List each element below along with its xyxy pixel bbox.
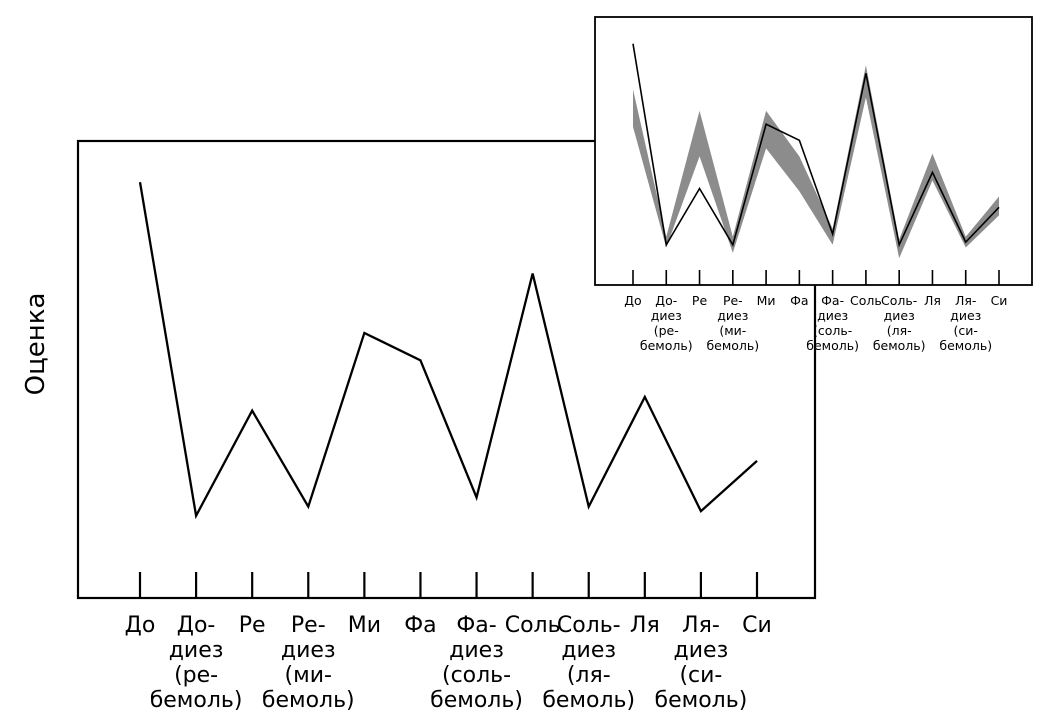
x-tick-label: Си (991, 293, 1008, 308)
x-tick-label: Ля (924, 293, 941, 308)
x-tick-label: До (125, 613, 156, 638)
x-tick-label: Фа (790, 293, 808, 308)
x-tick-label: Ля-диез (си-бемоль) (939, 293, 992, 353)
x-tick-label: Фа-диез (соль-бемоль) (430, 613, 523, 713)
x-tick-label: Соль (850, 293, 882, 308)
profile-line (632, 43, 1000, 248)
x-tick-label: Соль (505, 613, 561, 638)
inset-chart: До До-диез (ре-бемоль)Ре Ре-диез (ми-бемоль)… (594, 16, 1033, 353)
x-tick-label: До-диез (ре-бемоль) (150, 613, 243, 713)
y-axis-label: Оценка (21, 293, 51, 396)
x-tick-label: Ля-диез (си-бемоль) (655, 613, 748, 713)
x-tick-label: До-диез (ре-бемоль) (640, 293, 693, 353)
x-tick-label: Ми (757, 293, 776, 308)
x-tick-label: Ля (630, 613, 660, 638)
x-tick-label: Соль-диез (ля-бемоль) (873, 293, 926, 353)
x-tick-label: Ре (692, 293, 708, 308)
x-tick-label: Ми (348, 613, 381, 638)
x-tick-label: Фа-диез (соль-бемоль) (806, 293, 859, 353)
x-tick-label: Си (742, 613, 772, 638)
x-tick-label: Ре-диез (ми-бемоль) (262, 613, 355, 713)
profile-line (138, 181, 758, 520)
x-tick-label: Ре (239, 613, 266, 638)
range-band (633, 65, 999, 259)
x-tick-label: Ре-диез (ми-бемоль) (706, 293, 759, 353)
x-tick-label: Фа (404, 613, 436, 638)
x-tick-label: До (624, 293, 641, 308)
x-tick-label: Соль-диез (ля-бемоль) (542, 613, 635, 713)
